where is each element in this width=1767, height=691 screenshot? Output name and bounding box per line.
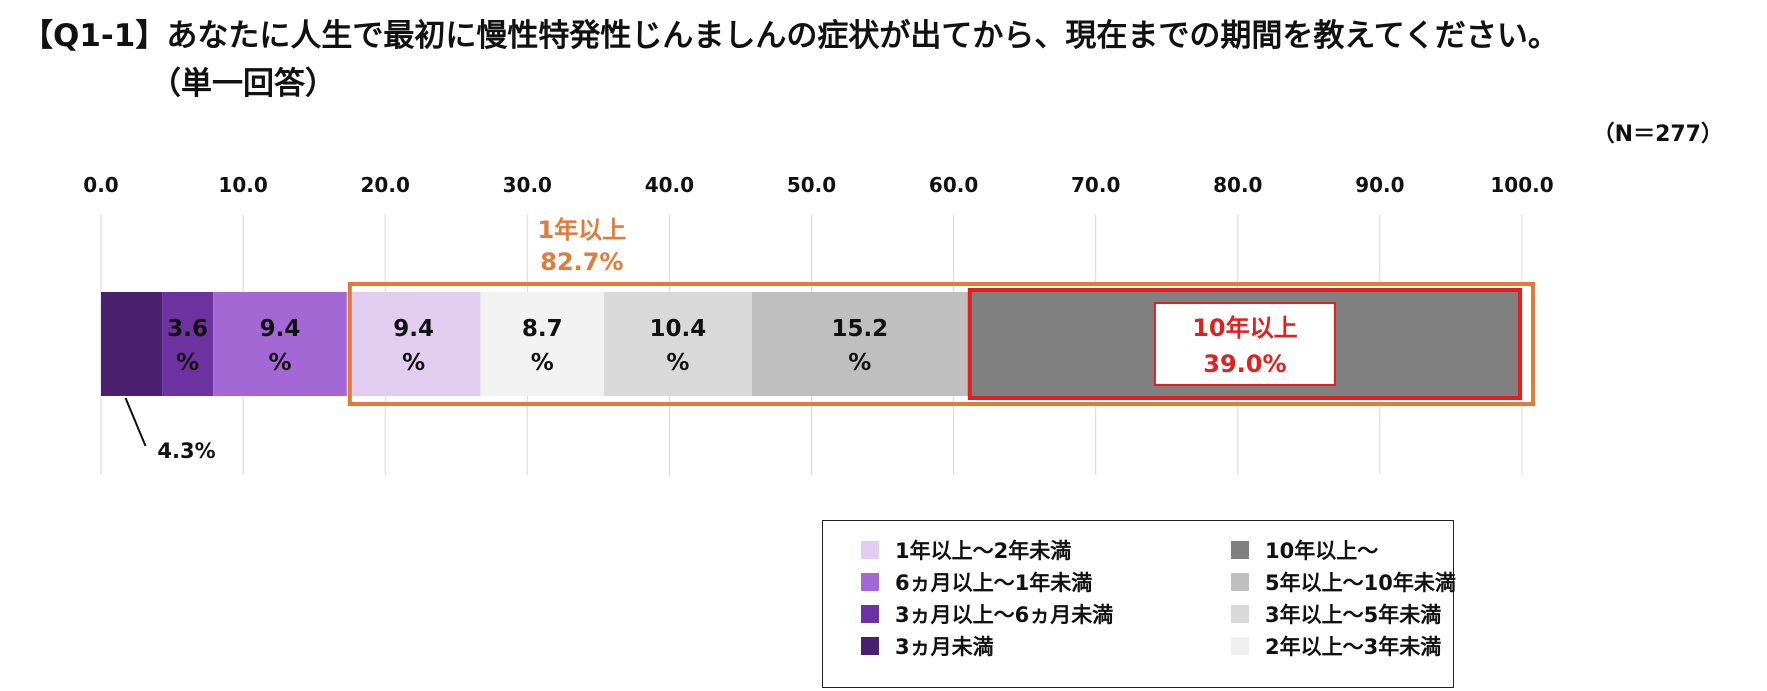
legend-swatch <box>861 541 879 559</box>
x-tick-label: 30.0 <box>503 173 552 197</box>
bar-segment <box>213 292 347 396</box>
data-label: 10.4 <box>650 316 707 342</box>
legend-swatch <box>861 573 879 591</box>
legend-item: 3年以上～5年未満 <box>1231 599 1441 629</box>
bar-segment <box>346 292 481 396</box>
legend-label: 3年以上～5年未満 <box>1265 603 1442 627</box>
annotation-value: 39.0% <box>1203 350 1286 378</box>
data-label: % <box>848 350 871 376</box>
chart-legend: 1年以上～2年未満 10年以上～ 6ヵ月以上～1年未満 5年以上～10年未満 3ヵ月以上… <box>822 520 1456 688</box>
data-label: % <box>402 350 425 376</box>
legend-item: 10年以上～ <box>1231 535 1378 565</box>
data-label: 4.3% <box>157 439 215 463</box>
annotation-value: 82.7% <box>540 248 623 276</box>
x-tick-label: 10.0 <box>218 173 267 197</box>
x-tick-label: 80.0 <box>1213 173 1262 197</box>
x-tick-label: 40.0 <box>645 173 694 197</box>
data-label: 15.2 <box>831 316 888 342</box>
x-tick-label: 60.0 <box>929 173 978 197</box>
data-label: 9.4 <box>260 316 301 342</box>
legend-label: 1年以上～2年未満 <box>895 539 1072 563</box>
legend-label: 6ヵ月以上～1年未満 <box>895 571 1093 595</box>
data-label: % <box>666 350 689 376</box>
bar-segment <box>101 292 163 396</box>
data-label: % <box>176 350 199 376</box>
legend-label: 5年以上～10年未満 <box>1265 571 1456 595</box>
annotation-label: 10年以上 <box>1192 314 1297 342</box>
annotation-box-10year <box>967 288 1522 400</box>
legend-item: 3ヵ月未満 <box>861 631 994 661</box>
annotation-label: 1年以上 <box>538 216 627 244</box>
bar-segment <box>162 292 214 396</box>
x-tick-label: 0.0 <box>83 173 118 197</box>
legend-item: 2年以上～3年未満 <box>1231 631 1441 661</box>
legend-swatch <box>1231 637 1249 655</box>
chart-title: 【Q1-1】あなたに人生で最初に慢性特発性じんましんの症状が出てから、現在までの… <box>22 18 1559 54</box>
leader-line <box>124 397 147 447</box>
legend-item: 6ヵ月以上～1年未満 <box>861 567 1092 597</box>
annotation-box-1year <box>347 282 1535 406</box>
x-tick-label: 70.0 <box>1071 173 1120 197</box>
legend-item: 3ヵ月以上～6ヵ月未満 <box>861 599 1113 629</box>
bar-segment <box>480 292 605 396</box>
legend-item: 1年以上～2年未満 <box>861 535 1071 565</box>
stacked-bar-chart: 0.0 10.0 20.0 30.0 40.0 50.0 60.0 70.0 80.0 90.0 1… <box>83 173 1554 475</box>
legend-swatch <box>1231 573 1249 591</box>
legend-item: 5年以上～10年未満 <box>1231 567 1456 597</box>
data-label: 9.4 <box>393 316 434 342</box>
legend-swatch <box>1231 541 1249 559</box>
x-tick-label: 100.0 <box>1490 173 1553 197</box>
annotation-callout <box>1153 302 1336 386</box>
legend-label: 10年以上～ <box>1265 539 1379 563</box>
legend-swatch <box>861 637 879 655</box>
legend-label: 3ヵ月未満 <box>895 635 994 659</box>
bar-segment <box>604 292 752 396</box>
bar-segment <box>751 292 968 396</box>
sample-size-label: （N＝277） <box>1592 122 1723 147</box>
data-label: 8.7 <box>522 316 563 342</box>
legend-label: 3ヵ月以上～6ヵ月未満 <box>895 603 1114 627</box>
data-label: % <box>531 350 554 376</box>
x-tick-label: 20.0 <box>361 173 410 197</box>
chart-subtitle: （単一回答） <box>150 66 336 102</box>
x-tick-label: 50.0 <box>787 173 836 197</box>
legend-swatch <box>861 605 879 623</box>
x-tick-label: 90.0 <box>1355 173 1404 197</box>
data-label: 3.6 <box>167 316 208 342</box>
legend-swatch <box>1231 605 1249 623</box>
legend-label: 2年以上～3年未満 <box>1265 635 1442 659</box>
data-label: % <box>269 350 292 376</box>
